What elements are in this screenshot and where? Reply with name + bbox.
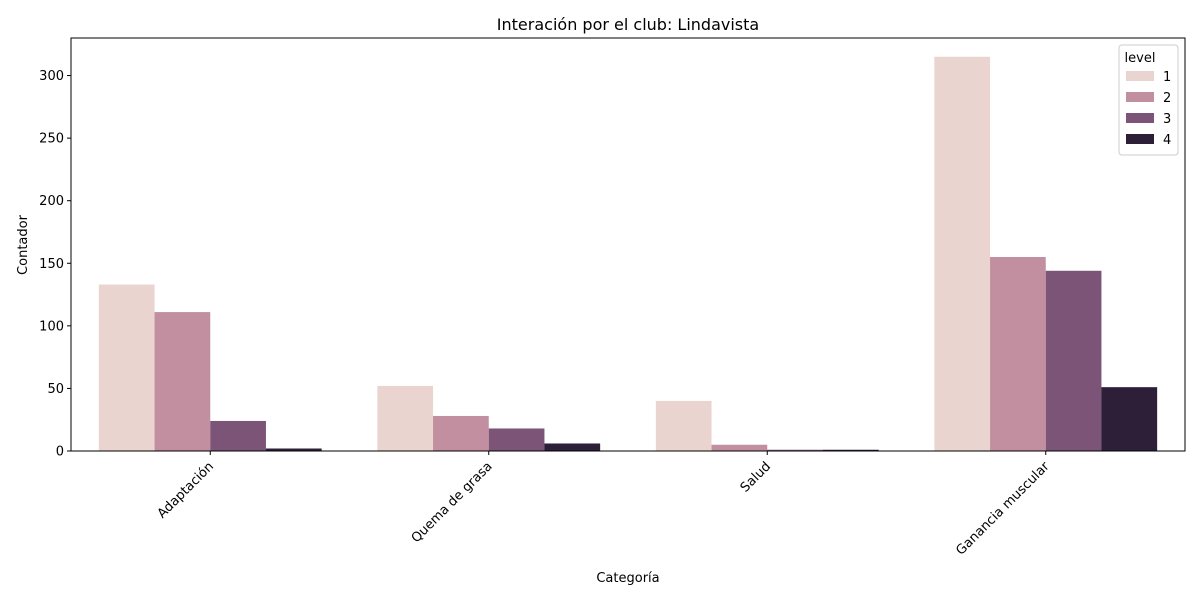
y-tick-label: 200: [39, 194, 64, 209]
y-tick-label: 250: [39, 132, 64, 147]
bar-1-0: [98, 284, 155, 451]
y-tick-label: 100: [39, 319, 64, 334]
y-axis-title: Contador: [16, 214, 31, 275]
legend-label-4: 4: [1163, 133, 1171, 148]
legend-label-3: 3: [1163, 112, 1171, 127]
bar-3-2: [767, 449, 823, 451]
legend: level 1 2 3 4: [1118, 44, 1179, 156]
x-tick-label: Quema de grasa: [409, 459, 496, 546]
bar-1-3: [934, 56, 991, 452]
x-tick-label: Ganancia muscular: [953, 459, 1053, 559]
y-tick-label: 50: [47, 382, 64, 397]
bar-3-1: [488, 428, 545, 451]
bar-2-0: [154, 312, 211, 451]
legend-swatch-3: [1126, 113, 1154, 123]
y-tick-label: 150: [39, 257, 64, 272]
bar-2-2: [711, 444, 768, 451]
bar-1-2: [655, 400, 712, 451]
bar-4-3: [1101, 387, 1158, 451]
bar-4-1: [544, 443, 601, 451]
y-tick-label: 0: [56, 445, 64, 460]
x-tick-label: Adaptación: [155, 459, 217, 521]
legend-label-2: 2: [1163, 91, 1171, 106]
legend-swatch-2: [1126, 92, 1154, 102]
bar-2-1: [433, 415, 489, 451]
chart-title: Interación por el club: Lindavista: [497, 15, 759, 34]
x-axis: Adaptación Quema de grasa Salud Ganancia mu…: [155, 451, 1053, 558]
bar-2-3: [990, 257, 1046, 451]
y-axis: 0 50 100 150 200 250 300: [39, 69, 71, 460]
bar-4-2: [822, 449, 879, 451]
legend-title: level: [1125, 51, 1156, 66]
bars-layer: [98, 56, 1158, 452]
bar-4-0: [265, 448, 322, 451]
legend-swatch-4: [1126, 134, 1154, 144]
bar-3-3: [1045, 270, 1102, 451]
x-axis-title: Categoría: [596, 571, 659, 586]
legend-swatch-1: [1126, 71, 1154, 81]
x-tick-label: Salud: [738, 459, 774, 495]
plot-frame: [70, 37, 1186, 452]
bar-3-0: [210, 420, 266, 451]
bar-1-1: [377, 385, 434, 451]
legend-label-1: 1: [1163, 70, 1171, 85]
y-tick-label: 300: [39, 69, 64, 84]
